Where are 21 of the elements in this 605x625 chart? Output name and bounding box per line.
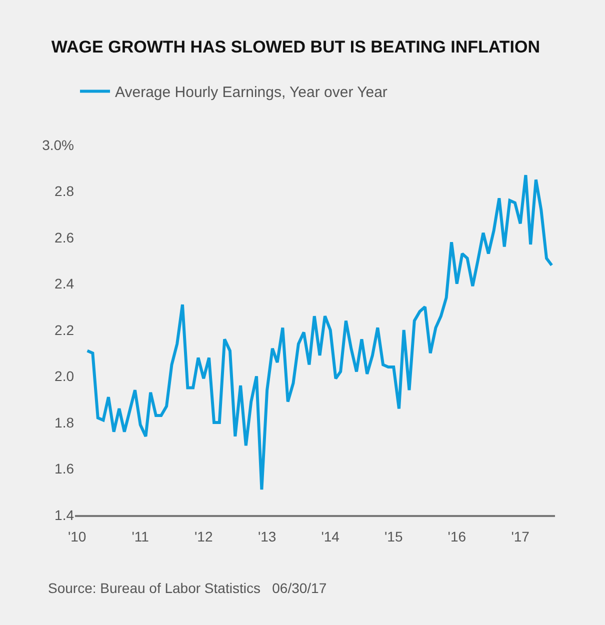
legend-label: Average Hourly Earnings, Year over Year <box>115 84 388 102</box>
x-tick-label: '12 <box>194 528 213 545</box>
y-tick-label: 1.8 <box>54 414 74 430</box>
x-tick-label: '13 <box>258 528 276 545</box>
chart-title: WAGE GROWTH HAS SLOWED BUT IS BEATING INFLATION <box>51 38 540 57</box>
line-series <box>86 174 554 492</box>
y-tick-label: 3.0% <box>42 136 74 153</box>
x-tick-label: '16 <box>448 528 466 545</box>
y-tick-label: 2.4 <box>54 276 74 292</box>
x-tick-label: '15 <box>384 528 403 545</box>
y-tick-label: 2.6 <box>54 229 74 246</box>
y-tick-label: 2.8 <box>54 183 74 200</box>
x-tick-label: '10 <box>68 528 86 545</box>
y-tick-label: 2.0 <box>54 368 74 384</box>
y-tick-label: 1.6 <box>54 460 74 477</box>
x-tick-label: '11 <box>132 528 150 545</box>
y-tick-label: 1.4 <box>54 506 74 523</box>
x-tick-label: '17 <box>511 528 530 545</box>
y-tick-label: 2.2 <box>54 322 74 338</box>
x-tick-label: '14 <box>321 528 340 545</box>
source-note: Source: Bureau of Labor Statistics 06/30/17 <box>48 580 327 596</box>
